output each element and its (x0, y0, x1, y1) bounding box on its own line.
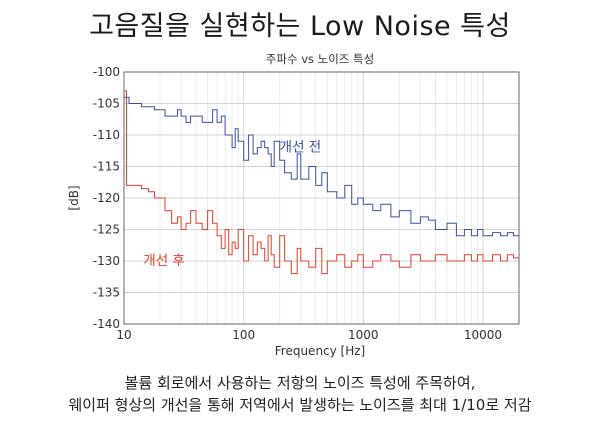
x-tick-label: 10 (116, 328, 131, 342)
series-annotation: 개선 후 (143, 253, 185, 269)
series-line-after (124, 90, 520, 275)
x-tick-label: 100 (232, 328, 255, 342)
chart-title: 주파수 vs 노이즈 특성 (266, 52, 374, 66)
x-tick-label: 10000 (464, 328, 502, 342)
x-tick-label: 1000 (348, 328, 379, 342)
y-tick-label: -100 (93, 65, 120, 79)
series-annotation: 개선 전 (280, 140, 322, 156)
y-axis-label: [dB] (67, 185, 81, 210)
y-tick-label: -105 (93, 97, 120, 111)
page-title: 고음질을 실현하는 Low Noise 특성 (89, 11, 511, 42)
y-tick-label: -135 (93, 286, 120, 300)
y-tick-label: -140 (93, 317, 120, 331)
caption-line-1: 볼륨 회로에서 사용하는 저항의 노이즈 특성에 주목하여, (124, 374, 476, 392)
plot-frame (123, 71, 520, 325)
caption-line-2: 웨이퍼 형상의 개선을 통해 저역에서 발생하는 노이즈를 최대 1/10로 저… (68, 396, 532, 414)
y-tick-label: -130 (93, 254, 120, 268)
x-axis-label: Frequency [Hz] (275, 344, 366, 358)
y-tick-label: -125 (93, 223, 120, 237)
caption: 볼륨 회로에서 사용하는 저항의 노이즈 특성에 주목하여, 웨이퍼 형상의 개… (0, 372, 600, 416)
y-tick-label: -115 (93, 160, 120, 174)
y-tick-label: -120 (93, 191, 120, 205)
y-tick-label: -110 (93, 128, 120, 142)
series-line-before (124, 96, 519, 237)
